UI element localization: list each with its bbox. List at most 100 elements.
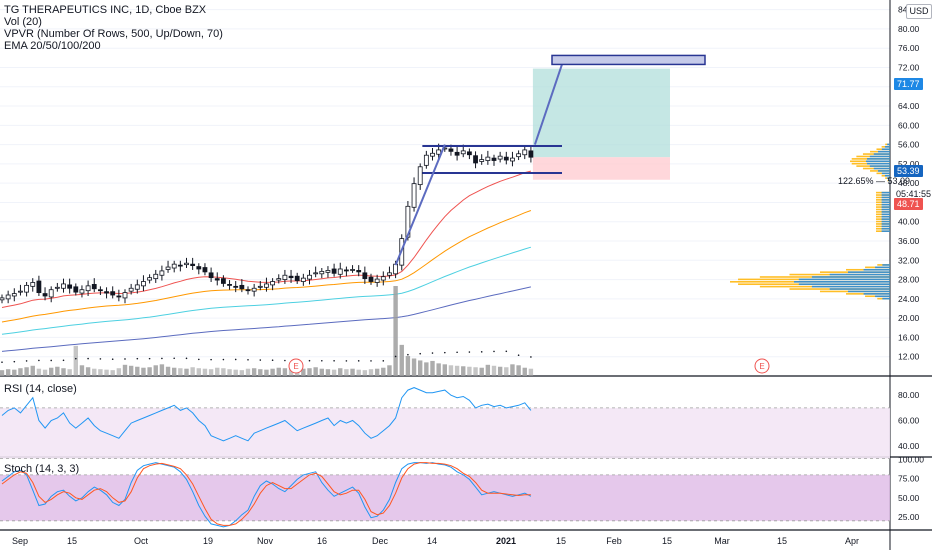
target-zone [532, 68, 670, 158]
volume-bars [0, 286, 534, 376]
candle-down [110, 291, 116, 296]
candle-up [510, 157, 515, 162]
vpvr-bar-down [881, 191, 890, 194]
volume-bar [36, 368, 42, 376]
volume-bar [196, 368, 201, 376]
vpvr-bar-down [847, 290, 890, 293]
candle-up [251, 287, 257, 292]
volume-bar [461, 366, 466, 376]
candle-up [147, 277, 153, 281]
volume-bar [411, 358, 417, 376]
bar-countdown: 05:41:55 [896, 189, 932, 199]
candle-up [423, 154, 429, 166]
ema-legend[interactable]: EMA 20/50/100/200 [4, 40, 101, 52]
price-tick-label: 76.00 [898, 43, 920, 53]
candle-down [42, 293, 48, 297]
volume-bar [436, 363, 441, 376]
candle-down [220, 278, 226, 284]
candle-down [91, 284, 97, 290]
candle-up [30, 282, 36, 287]
volume-legend[interactable]: Vol (20) [4, 16, 42, 28]
volume-bar [338, 368, 343, 376]
volume-bar [442, 364, 447, 376]
volume-bar [264, 369, 269, 376]
stoch-tick-label: 75.00 [898, 474, 920, 484]
candle-up [497, 155, 503, 160]
candle-up [313, 272, 319, 275]
candle-down [98, 289, 103, 292]
volume-bar [184, 368, 189, 376]
time-tick-label: Oct [134, 536, 149, 546]
volume-bar [405, 356, 411, 376]
candle-down [454, 151, 460, 156]
symbol-title[interactable]: TG THERAPEUTICS INC, 1D, Cboe BZX [4, 4, 207, 16]
candle-down [491, 157, 497, 161]
target-price-tag: 71.77 [894, 78, 923, 90]
vpvr-bar-down [867, 158, 890, 160]
currency-label[interactable]: USD [906, 4, 932, 19]
volume-bar [510, 364, 515, 376]
candle-up [337, 268, 343, 275]
candle-up [485, 156, 491, 161]
candle-up [276, 278, 282, 281]
candle-up [522, 149, 528, 156]
volume-ma-dot [222, 358, 225, 361]
candle-down [294, 275, 300, 281]
candle-down [503, 156, 509, 161]
candle-up [436, 149, 442, 155]
vpvr-bar-down [887, 177, 890, 179]
price-candles [0, 143, 534, 304]
time-axis[interactable]: Sep 15 Oct 19 Nov 16 Dec 14 2021 15 Feb 15 Mar 15 Apr [12, 536, 859, 546]
price-tick-label: 72.00 [898, 62, 920, 72]
volume-bar [178, 368, 183, 376]
candle-down [233, 285, 239, 288]
candle-down [214, 278, 220, 281]
volume-bar [208, 369, 214, 376]
volume-ma-dot [38, 359, 40, 362]
volume-ma-dot [345, 360, 348, 362]
vpvr-legend[interactable]: VPVR (Number Of Rows, 500, Up/Down, 70) [4, 28, 223, 40]
volume-ma-dot [284, 359, 286, 362]
vpvr-bar-down [829, 273, 890, 276]
time-tick-label: 2021 [496, 536, 516, 546]
volume-ma-dot [210, 358, 212, 361]
rsi-legend[interactable]: RSI (14, close) [4, 383, 77, 395]
vpvr-bar-down [881, 196, 890, 199]
volume-ma-dot [161, 357, 163, 360]
candle-up [48, 289, 54, 298]
volume-bar [104, 369, 109, 376]
price-tick-label: 32.00 [898, 255, 920, 265]
price-tick-label: 80.00 [898, 24, 920, 34]
volume-bar [141, 367, 146, 376]
volume-bar [55, 366, 60, 376]
volume-ma-dot [62, 359, 65, 362]
position-zones [532, 68, 670, 180]
volume-ma-dot [234, 358, 237, 361]
candle-up [307, 274, 312, 280]
volume-bar [73, 345, 78, 376]
volume-ma-dot [75, 357, 77, 360]
time-tick-label: Sep [12, 536, 28, 546]
price-tick-label: 36.00 [898, 236, 920, 246]
vpvr-bar-down [881, 208, 890, 211]
time-tick-label: Dec [372, 536, 389, 546]
stoch-tick-label: 100.00 [898, 455, 924, 465]
vpvr-bar-down [875, 295, 890, 298]
volume-bar [288, 369, 294, 376]
price-tick-label: 56.00 [898, 140, 920, 150]
candle-up [141, 281, 146, 287]
volume-bar [430, 360, 435, 376]
vpvr-bar-down [811, 285, 890, 288]
volume-ma-dot [493, 350, 495, 353]
vpvr-bar-down [881, 148, 890, 151]
volume-bar [424, 362, 429, 376]
projection-line [533, 55, 566, 145]
stoch-legend[interactable]: Stoch (14, 3, 3) [4, 463, 80, 475]
candle-up [85, 285, 91, 292]
stoch-tick-label: 50.00 [898, 493, 920, 503]
stoch-band [0, 474, 890, 521]
candle-down [245, 289, 251, 292]
candle-down [331, 268, 337, 274]
